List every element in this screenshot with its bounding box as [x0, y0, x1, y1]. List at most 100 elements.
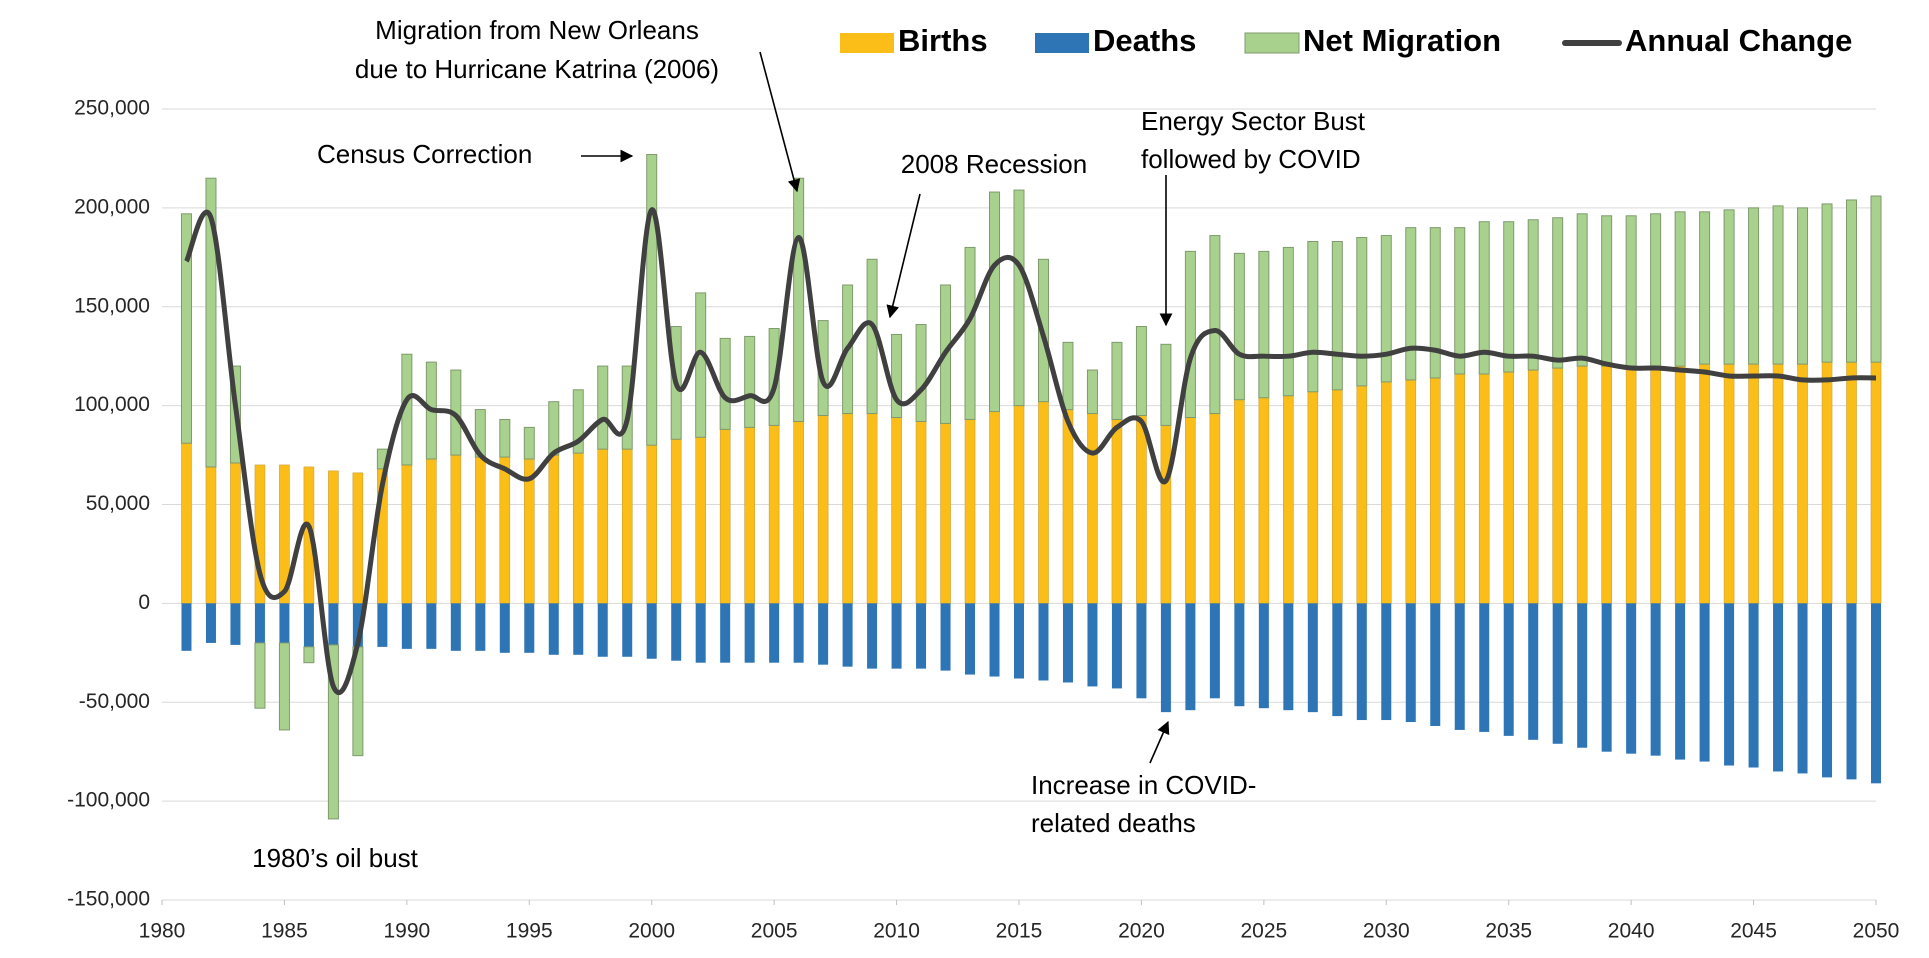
net-migration-bar	[572, 389, 584, 454]
births-bar	[1013, 405, 1025, 604]
births-bar	[621, 448, 633, 604]
deaths-bar	[1234, 603, 1245, 707]
x-tick-label: 2015	[996, 920, 1043, 943]
x-tick-label: 2045	[1730, 920, 1777, 943]
deaths-bar	[769, 603, 780, 663]
deaths-bar	[401, 603, 412, 649]
deaths-bar	[965, 603, 976, 675]
deaths-bar	[1381, 603, 1392, 721]
deaths-bar	[1038, 603, 1049, 681]
deaths-bar	[744, 603, 755, 663]
legend-label: Annual Change	[1625, 23, 1852, 58]
net-migration-bar	[1748, 207, 1760, 365]
deaths-bar	[1258, 603, 1269, 709]
x-tick-label: 1985	[261, 920, 308, 943]
net-migration-bar	[1821, 203, 1833, 363]
deaths-bar	[1479, 603, 1490, 732]
deaths-bar	[671, 603, 682, 661]
deaths-bar	[940, 603, 951, 671]
deaths-bar	[891, 603, 902, 669]
deaths-bar	[475, 603, 486, 651]
net-migration-bar	[1846, 199, 1858, 363]
legend-label: Births	[898, 23, 988, 58]
net-migration-bar	[1870, 195, 1882, 363]
legend-label: Net Migration	[1303, 23, 1501, 58]
deaths-bar	[254, 603, 265, 643]
births-bar	[181, 442, 192, 604]
deaths-bar	[867, 603, 878, 669]
deaths-bar	[1601, 603, 1612, 752]
net-migration-bar	[719, 337, 731, 430]
annotation: 1980’s oil bust	[252, 843, 419, 873]
annual-change-line	[184, 207, 1877, 696]
births-bar	[768, 425, 780, 604]
annotation: Census Correction	[317, 139, 532, 169]
x-tick-label: 2030	[1363, 920, 1410, 943]
net-migration-bar	[1086, 369, 1098, 415]
annotations: Migration from New Orleans due to Hurrica…	[252, 15, 1366, 873]
births-bar	[450, 454, 462, 604]
net-migration-bar	[523, 426, 535, 460]
net-migration-bar	[1454, 227, 1466, 375]
births-bar	[1185, 417, 1196, 604]
deaths-bar	[1307, 603, 1318, 713]
annotation: Migration from New Orleans	[375, 15, 699, 45]
deaths-bar	[1626, 603, 1637, 754]
deaths-bar	[1773, 603, 1784, 772]
births-bar	[915, 421, 927, 604]
births-bar	[1111, 419, 1123, 604]
y-tick-label: 0	[138, 591, 150, 614]
net-migration-bar	[597, 365, 609, 450]
births-bar	[1846, 361, 1857, 604]
deaths-bar	[1454, 603, 1465, 730]
deaths-bar	[1724, 603, 1735, 766]
annotation: due to Hurricane Katrina (2006)	[355, 54, 719, 84]
births-bar	[1283, 395, 1294, 604]
births-bar	[1332, 389, 1343, 604]
births-bar	[817, 415, 829, 604]
births-bar	[1087, 413, 1098, 604]
births-bar	[744, 427, 755, 604]
births-bar	[1625, 365, 1637, 604]
y-tick-label: 200,000	[74, 195, 150, 218]
x-tick-label: 2005	[751, 920, 798, 943]
births-bar	[1576, 365, 1588, 604]
deaths-bar	[1577, 603, 1588, 748]
deaths-bar	[695, 603, 706, 663]
net-migration-bar	[1356, 237, 1368, 387]
labels: -150,000 -100,000 -50,000 0 50,000 100,000 150…	[67, 97, 1899, 943]
deaths-bar	[1797, 603, 1808, 774]
net-migration-bar	[180, 213, 192, 444]
births-bar	[1601, 365, 1612, 604]
births-bar	[475, 456, 486, 604]
deaths-bar	[205, 603, 216, 643]
deaths-bar	[842, 603, 853, 667]
births-bar	[1478, 373, 1490, 604]
net-migration-bar	[278, 642, 290, 731]
net-migration-bar	[1674, 211, 1686, 367]
deaths-bar	[1136, 603, 1147, 699]
births-bar	[352, 472, 364, 604]
deaths-bar	[720, 603, 731, 663]
net-migration-bar	[1307, 240, 1319, 393]
births-bar	[1234, 399, 1245, 604]
net-migration-bar	[254, 642, 266, 709]
deaths-bar	[1822, 603, 1833, 778]
deaths-bar	[916, 603, 927, 669]
deaths-bar	[450, 603, 461, 651]
deaths-bar	[1405, 603, 1416, 723]
births-bar	[1552, 367, 1563, 604]
births-bar	[1699, 363, 1710, 604]
deaths-bar	[1160, 603, 1171, 713]
deaths-bar	[1209, 603, 1220, 699]
x-tick-label: 2000	[628, 920, 675, 943]
deaths-bar	[1062, 603, 1073, 683]
births-bar	[695, 436, 706, 604]
x-tick-label: 1995	[506, 920, 553, 943]
births-bar	[205, 466, 217, 604]
y-tick-label: 50,000	[86, 492, 150, 515]
net-migration-bar	[1331, 240, 1343, 391]
deaths-bar	[597, 603, 608, 657]
y-tick-label: 100,000	[74, 393, 150, 416]
births-bar	[1429, 377, 1441, 604]
